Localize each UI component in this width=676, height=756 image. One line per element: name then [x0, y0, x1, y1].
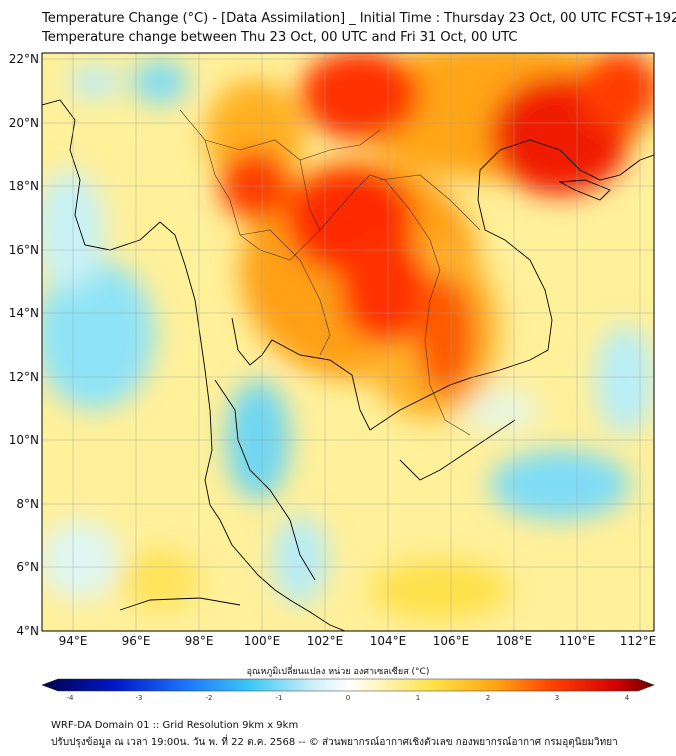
cbar-tick-m3: -3	[136, 694, 143, 702]
lon-tick-98: 98°E	[185, 634, 214, 648]
lat-tick-14: 14°N	[9, 306, 39, 320]
lon-tick-104: 104°E	[370, 634, 407, 648]
lon-tick-100: 100°E	[244, 634, 281, 648]
lat-tick-4: 4°N	[16, 624, 39, 638]
lon-tick-96: 96°E	[122, 634, 151, 648]
cbar-tick-m2: -2	[206, 694, 213, 702]
cbar-tick-m1: -1	[276, 694, 283, 702]
cbar-tick-m4: -4	[67, 694, 75, 702]
lon-tick-94: 94°E	[59, 634, 88, 648]
footer-domain: WRF-DA Domain 01 :: Grid Resolution 9km …	[51, 720, 299, 731]
lat-tick-6: 6°N	[16, 560, 39, 574]
lat-tick-18: 18°N	[9, 179, 39, 193]
lat-tick-16: 16°N	[9, 243, 39, 257]
lon-tick-112: 112°E	[620, 634, 657, 648]
title-line-2: Temperature change between Thu 23 Oct, 0…	[42, 30, 518, 45]
lat-tick-8: 8°N	[16, 497, 39, 511]
cbar-tick-2: 2	[486, 694, 490, 702]
gridlines	[42, 53, 654, 632]
lon-tick-106: 106°E	[433, 634, 470, 648]
map-frame	[41, 52, 655, 632]
lat-tick-10: 10°N	[9, 433, 39, 447]
lat-tick-22: 22°N	[9, 52, 39, 66]
title-line-1: Temperature Change (°C) - [Data Assimila…	[42, 11, 676, 26]
lat-tick-20: 20°N	[9, 116, 39, 130]
cbar-tick-1: 1	[416, 694, 420, 702]
lon-tick-110: 110°E	[559, 634, 596, 648]
cbar-tick-4: 4	[625, 694, 630, 702]
admin-borders	[179, 109, 481, 436]
cbar-tick-0: 0	[346, 694, 350, 702]
lat-tick-12: 12°N	[9, 370, 39, 384]
lon-tick-108: 108°E	[496, 634, 533, 648]
coastlines	[42, 99, 654, 631]
lon-tick-102: 102°E	[307, 634, 344, 648]
footer-update: ปรับปรุงข้อมูล ณ เวลา 19:00น. วัน พ. ที่…	[51, 737, 618, 748]
colorbar-ramp	[41, 678, 655, 692]
cbar-tick-3: 3	[555, 694, 559, 702]
colorbar	[41, 678, 655, 692]
colorbar-label: อุณหภูมิเปลี่ยนแปลง หน่วย องศาเซลเซียส (…	[246, 667, 430, 677]
temperature-field	[42, 53, 654, 631]
